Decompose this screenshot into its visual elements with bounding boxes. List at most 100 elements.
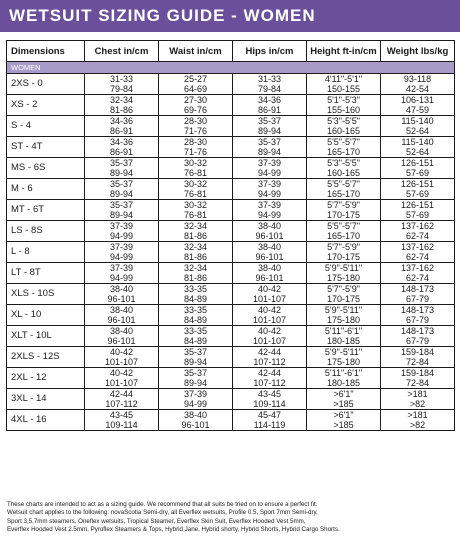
waist-imperial-value: 32-34	[183, 263, 208, 273]
weight-cell: 126-151 57-69	[380, 199, 455, 221]
hips-imperial-value: 42-44	[257, 347, 282, 357]
hips-imperial-value: 40-42	[257, 326, 282, 336]
waist-imperial-value: 30-32	[183, 179, 208, 189]
chest-imperial-value: 43-45	[109, 410, 134, 420]
waist-metric-value: 71-76	[183, 147, 208, 157]
size-cell: XL - 10	[6, 304, 85, 326]
size-cell: LT - 8T	[6, 262, 85, 284]
weight-cell: 115-140 52-64	[380, 115, 455, 137]
size-cell: 2XLS - 12S	[6, 346, 85, 368]
chest-imperial-value: 32-34	[109, 95, 134, 105]
weight-metric-value: 57-69	[405, 189, 430, 199]
height-metric-value: 165-170	[326, 231, 361, 241]
hips-imperial-value: 40-42	[257, 284, 282, 294]
weight-cell: 137-162 62-74	[380, 262, 455, 284]
table-row: L - 8 37-39 94-99 32-34 81-86 38-40 96-101 5'7"…	[6, 241, 455, 263]
size-cell: XLT - 10L	[6, 325, 85, 347]
chest-cell: 34-36 86-91	[84, 136, 159, 158]
weight-cell: 93-118 42-54	[380, 73, 455, 95]
hips-metric-value: 96-101	[255, 252, 284, 262]
height-metric-value: 175-180	[326, 315, 361, 325]
waist-cell: 33-35 84-89	[158, 325, 233, 347]
waist-metric-value: 64-69	[183, 84, 208, 94]
waist-cell: 33-35 84-89	[158, 304, 233, 326]
weight-imperial-value: 126-151	[400, 179, 435, 189]
weight-metric-value: 72-84	[405, 357, 430, 367]
waist-cell: 30-32 76-81	[158, 157, 233, 179]
waist-cell: 30-32 76-81	[158, 178, 233, 200]
hips-imperial-value: 45-47	[257, 410, 282, 420]
chest-metric-value: 79-84	[109, 84, 134, 94]
waist-cell: 37-39 94-99	[158, 388, 233, 410]
chest-metric-value: 89-94	[109, 189, 134, 199]
waist-cell: 32-34 81-86	[158, 241, 233, 263]
height-metric-value: 170-175	[326, 252, 361, 262]
height-imperial-value: 5'5"-5'7"	[327, 221, 360, 231]
chest-metric-value: 89-94	[109, 210, 134, 220]
weight-imperial-value: >181	[407, 389, 428, 399]
table-header-row: Dimensions Chest in/cm Waist in/cm Hips …	[6, 40, 455, 62]
waist-imperial-value: 30-32	[183, 200, 208, 210]
height-metric-value: 170-175	[326, 210, 361, 220]
waist-cell: 32-34 81-86	[158, 262, 233, 284]
weight-imperial-value: 148-173	[400, 326, 435, 336]
waist-imperial-value: 37-39	[183, 389, 208, 399]
waist-imperial-value: 27-30	[183, 95, 208, 105]
table-row: MT - 6T 35-37 89-94 30-32 76-81 37-39 94-99 5'7…	[6, 199, 455, 221]
hips-cell: 37-39 94-99	[232, 199, 307, 221]
chest-cell: 40-42 101-107	[84, 367, 159, 389]
chest-imperial-value: 37-39	[109, 242, 134, 252]
size-cell: S - 4	[6, 115, 85, 137]
chest-cell: 37-39 94-99	[84, 220, 159, 242]
weight-cell: 126-151 57-69	[380, 157, 455, 179]
waist-metric-value: 76-81	[183, 189, 208, 199]
weight-imperial-value: >181	[407, 410, 428, 420]
hips-imperial-value: 37-39	[257, 200, 282, 210]
size-cell: 4XL - 16	[6, 409, 85, 431]
height-cell: 5'5"-5'7" 165-170	[306, 136, 381, 158]
table-row: XL - 10 38-40 96-101 33-35 84-89 40-42 101-107…	[6, 304, 455, 326]
hips-cell: 37-39 94-99	[232, 157, 307, 179]
footnotes: These charts are intended to act as a si…	[7, 501, 453, 534]
waist-imperial-value: 32-34	[183, 221, 208, 231]
chest-imperial-value: 35-37	[109, 200, 134, 210]
height-metric-value: >185	[333, 399, 354, 409]
waist-imperial-value: 33-35	[183, 305, 208, 315]
hips-metric-value: 89-94	[257, 147, 282, 157]
waist-metric-value: 81-86	[183, 231, 208, 241]
height-imperial-value: >6'1"	[333, 389, 354, 399]
height-cell: 5'9"-5'11" 175-180	[306, 304, 381, 326]
footnote-line: These charts are intended to act as a si…	[7, 501, 318, 508]
chest-metric-value: 94-99	[109, 273, 134, 283]
weight-cell: 137-162 62-74	[380, 220, 455, 242]
waist-cell: 28-30 71-76	[158, 115, 233, 137]
hips-imperial-value: 42-44	[257, 368, 282, 378]
weight-cell: 126-151 57-69	[380, 178, 455, 200]
hips-cell: 40-42 101-107	[232, 304, 307, 326]
height-imperial-value: 4'11"-5'1"	[324, 74, 363, 84]
weight-metric-value: 42-54	[405, 84, 430, 94]
section-label: WOMEN	[6, 61, 455, 74]
height-imperial-value: 5'7"-5'9"	[327, 200, 360, 210]
chest-cell: 37-39 94-99	[84, 262, 159, 284]
weight-cell: 148-173 67-79	[380, 304, 455, 326]
waist-cell: 33-35 84-89	[158, 283, 233, 305]
chest-imperial-value: 40-42	[109, 347, 134, 357]
column-header-height: Height ft-in/cm	[306, 40, 381, 62]
chest-metric-value: 86-91	[109, 126, 134, 136]
weight-imperial-value: 93-118	[403, 74, 432, 84]
height-metric-value: 175-180	[326, 273, 361, 283]
height-imperial-value: 5'11"-6'1"	[324, 368, 363, 378]
weight-cell: 106-131 47-59	[380, 94, 455, 116]
weight-metric-value: 52-64	[405, 147, 430, 157]
chest-imperial-value: 34-36	[109, 137, 134, 147]
waist-metric-value: 71-76	[183, 126, 208, 136]
height-imperial-value: 5'3"-5'5"	[327, 158, 360, 168]
size-cell: XS - 2	[6, 94, 85, 116]
weight-cell: >181 >82	[380, 409, 455, 431]
size-cell: L - 8	[6, 241, 85, 263]
weight-cell: 159-184 72-84	[380, 367, 455, 389]
height-metric-value: 175-180	[326, 357, 361, 367]
hips-metric-value: 94-99	[257, 189, 282, 199]
weight-imperial-value: 106-131	[400, 95, 435, 105]
